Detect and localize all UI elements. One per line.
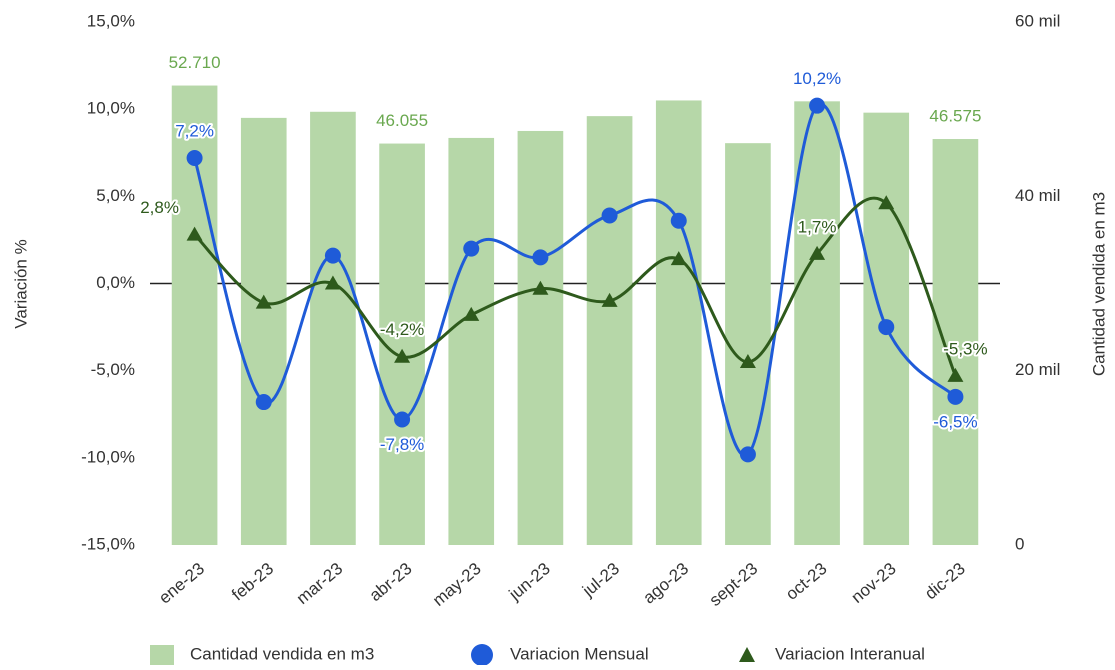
marker xyxy=(324,247,341,264)
marker xyxy=(947,388,964,405)
y-tick-label: -15,0% xyxy=(81,534,135,553)
x-tick-label: jun-23 xyxy=(505,559,554,605)
bar-label: 46.055 xyxy=(376,111,428,130)
bar-label: 46.575 xyxy=(929,107,981,126)
marker xyxy=(394,348,411,363)
marker xyxy=(255,294,272,309)
x-tick-label: sept-23 xyxy=(706,559,762,610)
x-tick-label: nov-23 xyxy=(848,559,900,607)
marker xyxy=(532,280,549,295)
bar xyxy=(655,100,702,545)
x-tick-label: ago-23 xyxy=(639,559,692,608)
y2-axis-label: Cantidad vendida en m3 xyxy=(1089,192,1108,376)
y-tick-label: 0,0% xyxy=(96,273,135,292)
line xyxy=(193,102,957,457)
x-tick-label: abr-23 xyxy=(366,559,416,605)
y-tick-label: -5,0% xyxy=(91,360,135,379)
x-tick-label: feb-23 xyxy=(228,559,277,605)
marker xyxy=(532,249,549,266)
marker xyxy=(601,292,618,307)
bar-label: 52.710 xyxy=(169,53,221,72)
data-label: -7,8% xyxy=(380,435,424,454)
marker xyxy=(394,411,411,428)
marker xyxy=(670,251,687,266)
x-tick-label: oct-23 xyxy=(782,559,830,604)
x-tick-label: dic-23 xyxy=(921,559,969,603)
legend-label: Cantidad vendida en m3 xyxy=(190,644,374,663)
y2-tick-label: 20 mil xyxy=(1015,360,1060,379)
marker xyxy=(463,240,480,257)
bar xyxy=(240,117,287,545)
marker xyxy=(878,319,895,336)
y-tick-label: 10,0% xyxy=(87,99,135,118)
bar xyxy=(448,137,495,545)
data-label: 1,7% xyxy=(798,217,837,236)
marker xyxy=(601,207,618,224)
bar xyxy=(517,130,564,546)
legend-swatch xyxy=(739,647,755,662)
data-label: -5,3% xyxy=(943,339,987,358)
data-label: -4,2% xyxy=(380,320,424,339)
bar xyxy=(310,111,356,545)
bar xyxy=(379,143,425,546)
marker xyxy=(739,446,756,463)
marker xyxy=(739,353,756,368)
legend-label: Variacion Interanual xyxy=(775,644,925,663)
x-tick-label: may-23 xyxy=(429,559,485,610)
line xyxy=(193,196,957,377)
y-tick-label: 15,0% xyxy=(87,11,135,30)
y-axis-label: Variación % xyxy=(11,239,30,328)
data-label: -6,5% xyxy=(933,412,977,431)
marker xyxy=(809,97,826,114)
y2-tick-label: 40 mil xyxy=(1015,186,1060,205)
marker xyxy=(947,367,964,382)
marker xyxy=(324,275,341,290)
x-tick-label: jul-23 xyxy=(578,559,623,601)
marker xyxy=(670,212,687,229)
marker xyxy=(255,394,272,411)
marker xyxy=(463,306,480,321)
y-tick-label: 5,0% xyxy=(96,186,135,205)
x-tick-label: mar-23 xyxy=(293,559,346,608)
legend-swatch xyxy=(150,645,174,665)
bar xyxy=(725,143,771,545)
bar xyxy=(794,101,840,546)
data-label: 10,2% xyxy=(793,69,841,88)
y2-tick-label: 0 xyxy=(1015,534,1024,553)
bar xyxy=(586,116,633,545)
marker xyxy=(186,149,203,166)
data-label: 2,8% xyxy=(140,198,179,217)
data-label: 7,2% xyxy=(175,121,214,140)
y2-tick-label: 60 mil xyxy=(1015,11,1060,30)
marker xyxy=(186,226,203,241)
y-tick-label: -10,0% xyxy=(81,447,135,466)
marker xyxy=(809,245,826,260)
marker xyxy=(878,195,895,210)
x-tick-label: ene-23 xyxy=(155,559,208,608)
bar xyxy=(932,139,979,546)
legend-swatch xyxy=(471,644,493,666)
legend-label: Variacion Mensual xyxy=(510,644,649,663)
